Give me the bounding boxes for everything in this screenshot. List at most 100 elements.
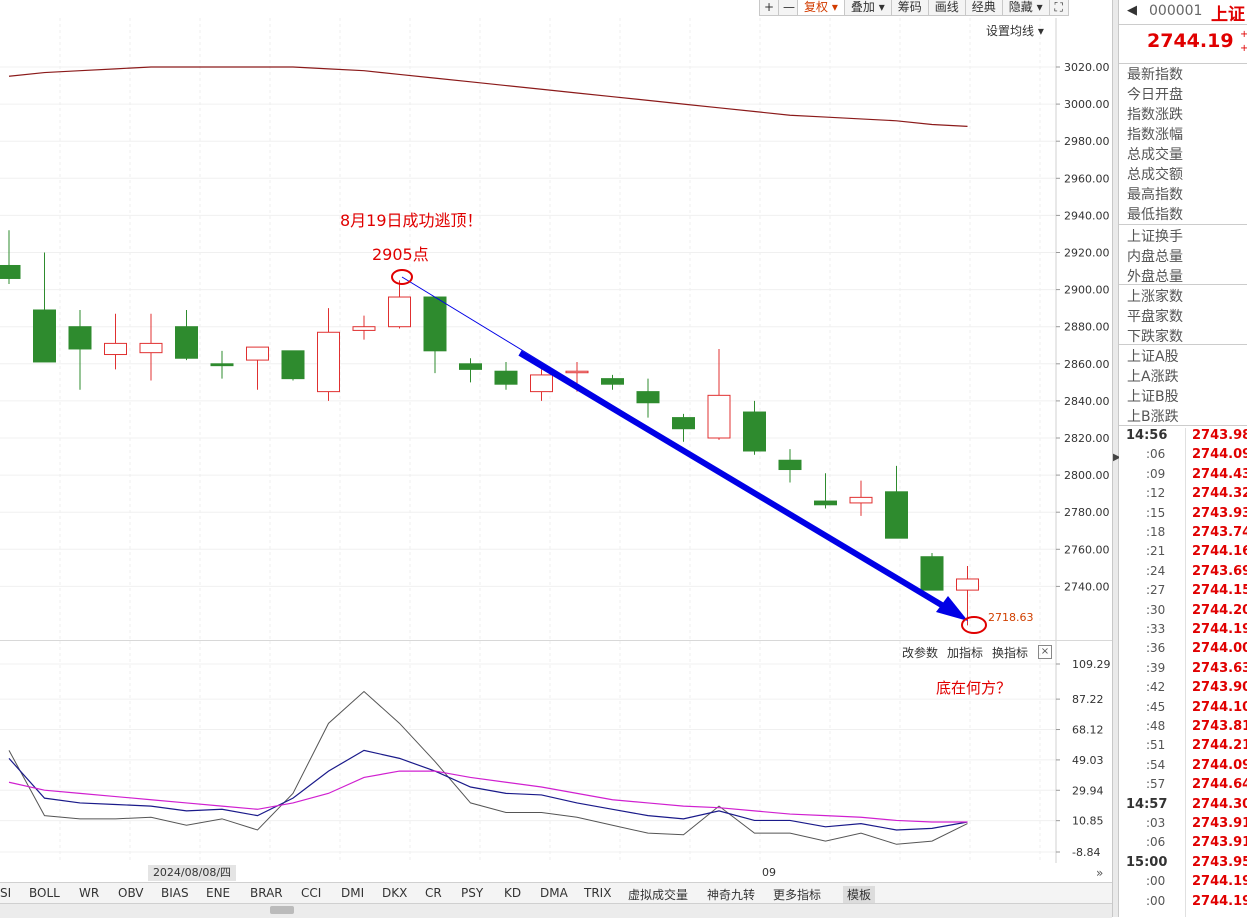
close-icon[interactable]: × xyxy=(1038,645,1052,659)
tick-time: :06 xyxy=(1146,447,1166,462)
price-axis-labels: 3020.00 3000.00 2980.00 2960.00 2940.00 2920.… xyxy=(1056,61,1110,593)
candle xyxy=(104,313,127,370)
annotation-peak: 2905点 xyxy=(372,245,429,264)
tick-time: :36 xyxy=(1146,641,1166,656)
tick-time: :21 xyxy=(1146,544,1166,559)
tick-value: 2743.69 xyxy=(1192,563,1247,579)
indicator-tick-label: 109.29 xyxy=(1072,658,1111,671)
annotation-bottom: 底在何方？ xyxy=(936,679,1011,697)
overlay-button[interactable]: 叠加 ▾ xyxy=(843,0,892,16)
collapse-icon[interactable]: ▶ xyxy=(1113,452,1121,463)
tick-value: 2743.93 xyxy=(1192,505,1247,521)
add-indicator-button[interactable]: 加指标 xyxy=(947,646,984,660)
back-icon[interactable]: ◀ xyxy=(1127,3,1137,18)
draw-line-button[interactable]: 画线 xyxy=(927,0,966,16)
panel-divider[interactable] xyxy=(0,640,1112,641)
indicator-tabs: SI BOLL WR OBV BIAS ENE BRAR CCI DMI DKX… xyxy=(0,882,1112,903)
price-tick-label: 2800.00 xyxy=(1064,469,1110,482)
chart-toolbar: + — 复权 ▾ 叠加 ▾ 筹码 画线 经典 隐藏 ▾ ⛶ xyxy=(759,0,1069,16)
ma-setting-label: 设置均线 xyxy=(986,24,1035,38)
last-price: 2744.19 xyxy=(1147,30,1234,52)
low-circle xyxy=(961,616,987,634)
overlay-label: 叠加 xyxy=(850,0,875,14)
quote-label: 最高指数 xyxy=(1127,187,1183,203)
indicator-grid xyxy=(0,641,1056,863)
tick-value: 2744.16 xyxy=(1192,544,1247,560)
tick-value: 2743.81 xyxy=(1192,719,1247,734)
candle xyxy=(68,310,92,390)
quote-label: 总成交量 xyxy=(1127,147,1183,163)
tab-psy[interactable]: PSY xyxy=(461,886,484,900)
panel-splitter[interactable]: ▶ xyxy=(1112,0,1121,917)
candles xyxy=(0,230,979,626)
price-tick-label: 2940.00 xyxy=(1064,209,1110,222)
price-tick-label: 3020.00 xyxy=(1064,61,1110,74)
classic-button[interactable]: 经典 xyxy=(964,0,1003,16)
candle xyxy=(530,369,553,401)
candle xyxy=(388,280,411,329)
zoom-out-button[interactable]: — xyxy=(778,0,798,16)
candle xyxy=(210,350,234,379)
horizontal-scrollbar[interactable] xyxy=(0,903,1112,918)
zoom-in-button[interactable]: + xyxy=(759,0,779,16)
tab-boll[interactable]: BOLL xyxy=(29,886,60,900)
tab-trix[interactable]: TRIX xyxy=(584,886,612,900)
tick-time: :48 xyxy=(1146,719,1166,733)
price-tick-label: 2820.00 xyxy=(1064,432,1110,445)
switch-indicator-button[interactable]: 换指标 xyxy=(992,646,1029,660)
hide-button[interactable]: 隐藏 ▾ xyxy=(1001,0,1050,16)
moving-average-line xyxy=(8,66,968,127)
quote-label: 外盘总量 xyxy=(1127,269,1183,285)
candle xyxy=(423,296,447,374)
candle xyxy=(33,252,56,363)
tab-template[interactable]: 模板 xyxy=(843,886,876,903)
tick-time: :06 xyxy=(1146,835,1166,850)
candle xyxy=(281,350,305,381)
tab-ene[interactable]: ENE xyxy=(206,886,231,900)
candle xyxy=(956,565,979,626)
candle xyxy=(814,473,837,509)
chevron-down-icon: ▾ xyxy=(831,0,838,14)
candle xyxy=(246,346,269,390)
tick-value: 2743.91 xyxy=(1192,816,1247,831)
tab-wr[interactable]: WR xyxy=(79,886,100,900)
tab-dkx[interactable]: DKX xyxy=(382,886,408,900)
candlestick-chart[interactable]: 3020.00 3000.00 2980.00 2960.00 2940.00 2920.… xyxy=(0,18,1112,640)
tab-obv[interactable]: OBV xyxy=(118,886,144,900)
indicator-chart[interactable]: 109.29 87.22 68.12 49.03 29.94 10.85 -8.84 底在何… xyxy=(0,641,1112,863)
price-tick-label: 2960.00 xyxy=(1064,172,1110,185)
tick-time: :33 xyxy=(1146,622,1166,636)
tab-cr[interactable]: CR xyxy=(425,886,442,900)
quote-label: 下跌家数 xyxy=(1127,329,1183,345)
scroll-right-icon[interactable]: » xyxy=(1096,866,1104,880)
tab-dma[interactable]: DMA xyxy=(540,886,568,900)
tab-kd[interactable]: KD xyxy=(504,886,522,900)
edit-params-button[interactable]: 改参数 xyxy=(902,646,939,660)
fuquan-button[interactable]: 复权 ▾ xyxy=(797,0,845,16)
chevron-down-icon: ▾ xyxy=(1037,24,1044,38)
stock-name: 上证 xyxy=(1211,5,1245,25)
ma-setting-button[interactable]: 设置均线 ▾ xyxy=(986,22,1044,39)
tab-magic-nine[interactable]: 神奇九转 xyxy=(707,888,756,902)
quote-label: 指数涨跌 xyxy=(1127,107,1183,123)
tab-bias[interactable]: BIAS xyxy=(161,886,189,900)
date-label: 2024/08/08/四 xyxy=(148,865,236,881)
tab-cci[interactable]: CCI xyxy=(301,886,322,900)
tick-value: 2744.00 xyxy=(1192,641,1247,657)
scrollbar-thumb[interactable] xyxy=(270,906,294,914)
chips-button[interactable]: 筹码 xyxy=(890,0,929,16)
quote-label: 内盘总量 xyxy=(1127,249,1183,265)
price-tick-label: 2980.00 xyxy=(1064,135,1110,148)
tick-time: :39 xyxy=(1146,660,1166,675)
tick-time: :45 xyxy=(1146,699,1166,714)
fullscreen-icon[interactable]: ⛶ xyxy=(1048,0,1069,16)
indicator-line-magenta xyxy=(8,770,968,823)
price-tick-label: 2740.00 xyxy=(1064,580,1110,593)
candle xyxy=(352,315,376,340)
tab-dmi[interactable]: DMI xyxy=(341,886,365,900)
tab-brar[interactable]: BRAR xyxy=(250,886,283,900)
tab-virtual-volume[interactable]: 虚拟成交量 xyxy=(628,888,689,902)
tab-si[interactable]: SI xyxy=(0,886,12,900)
tick-value: 2744.64 xyxy=(1192,777,1247,793)
tab-more-indicators[interactable]: 更多指标 xyxy=(773,888,822,902)
